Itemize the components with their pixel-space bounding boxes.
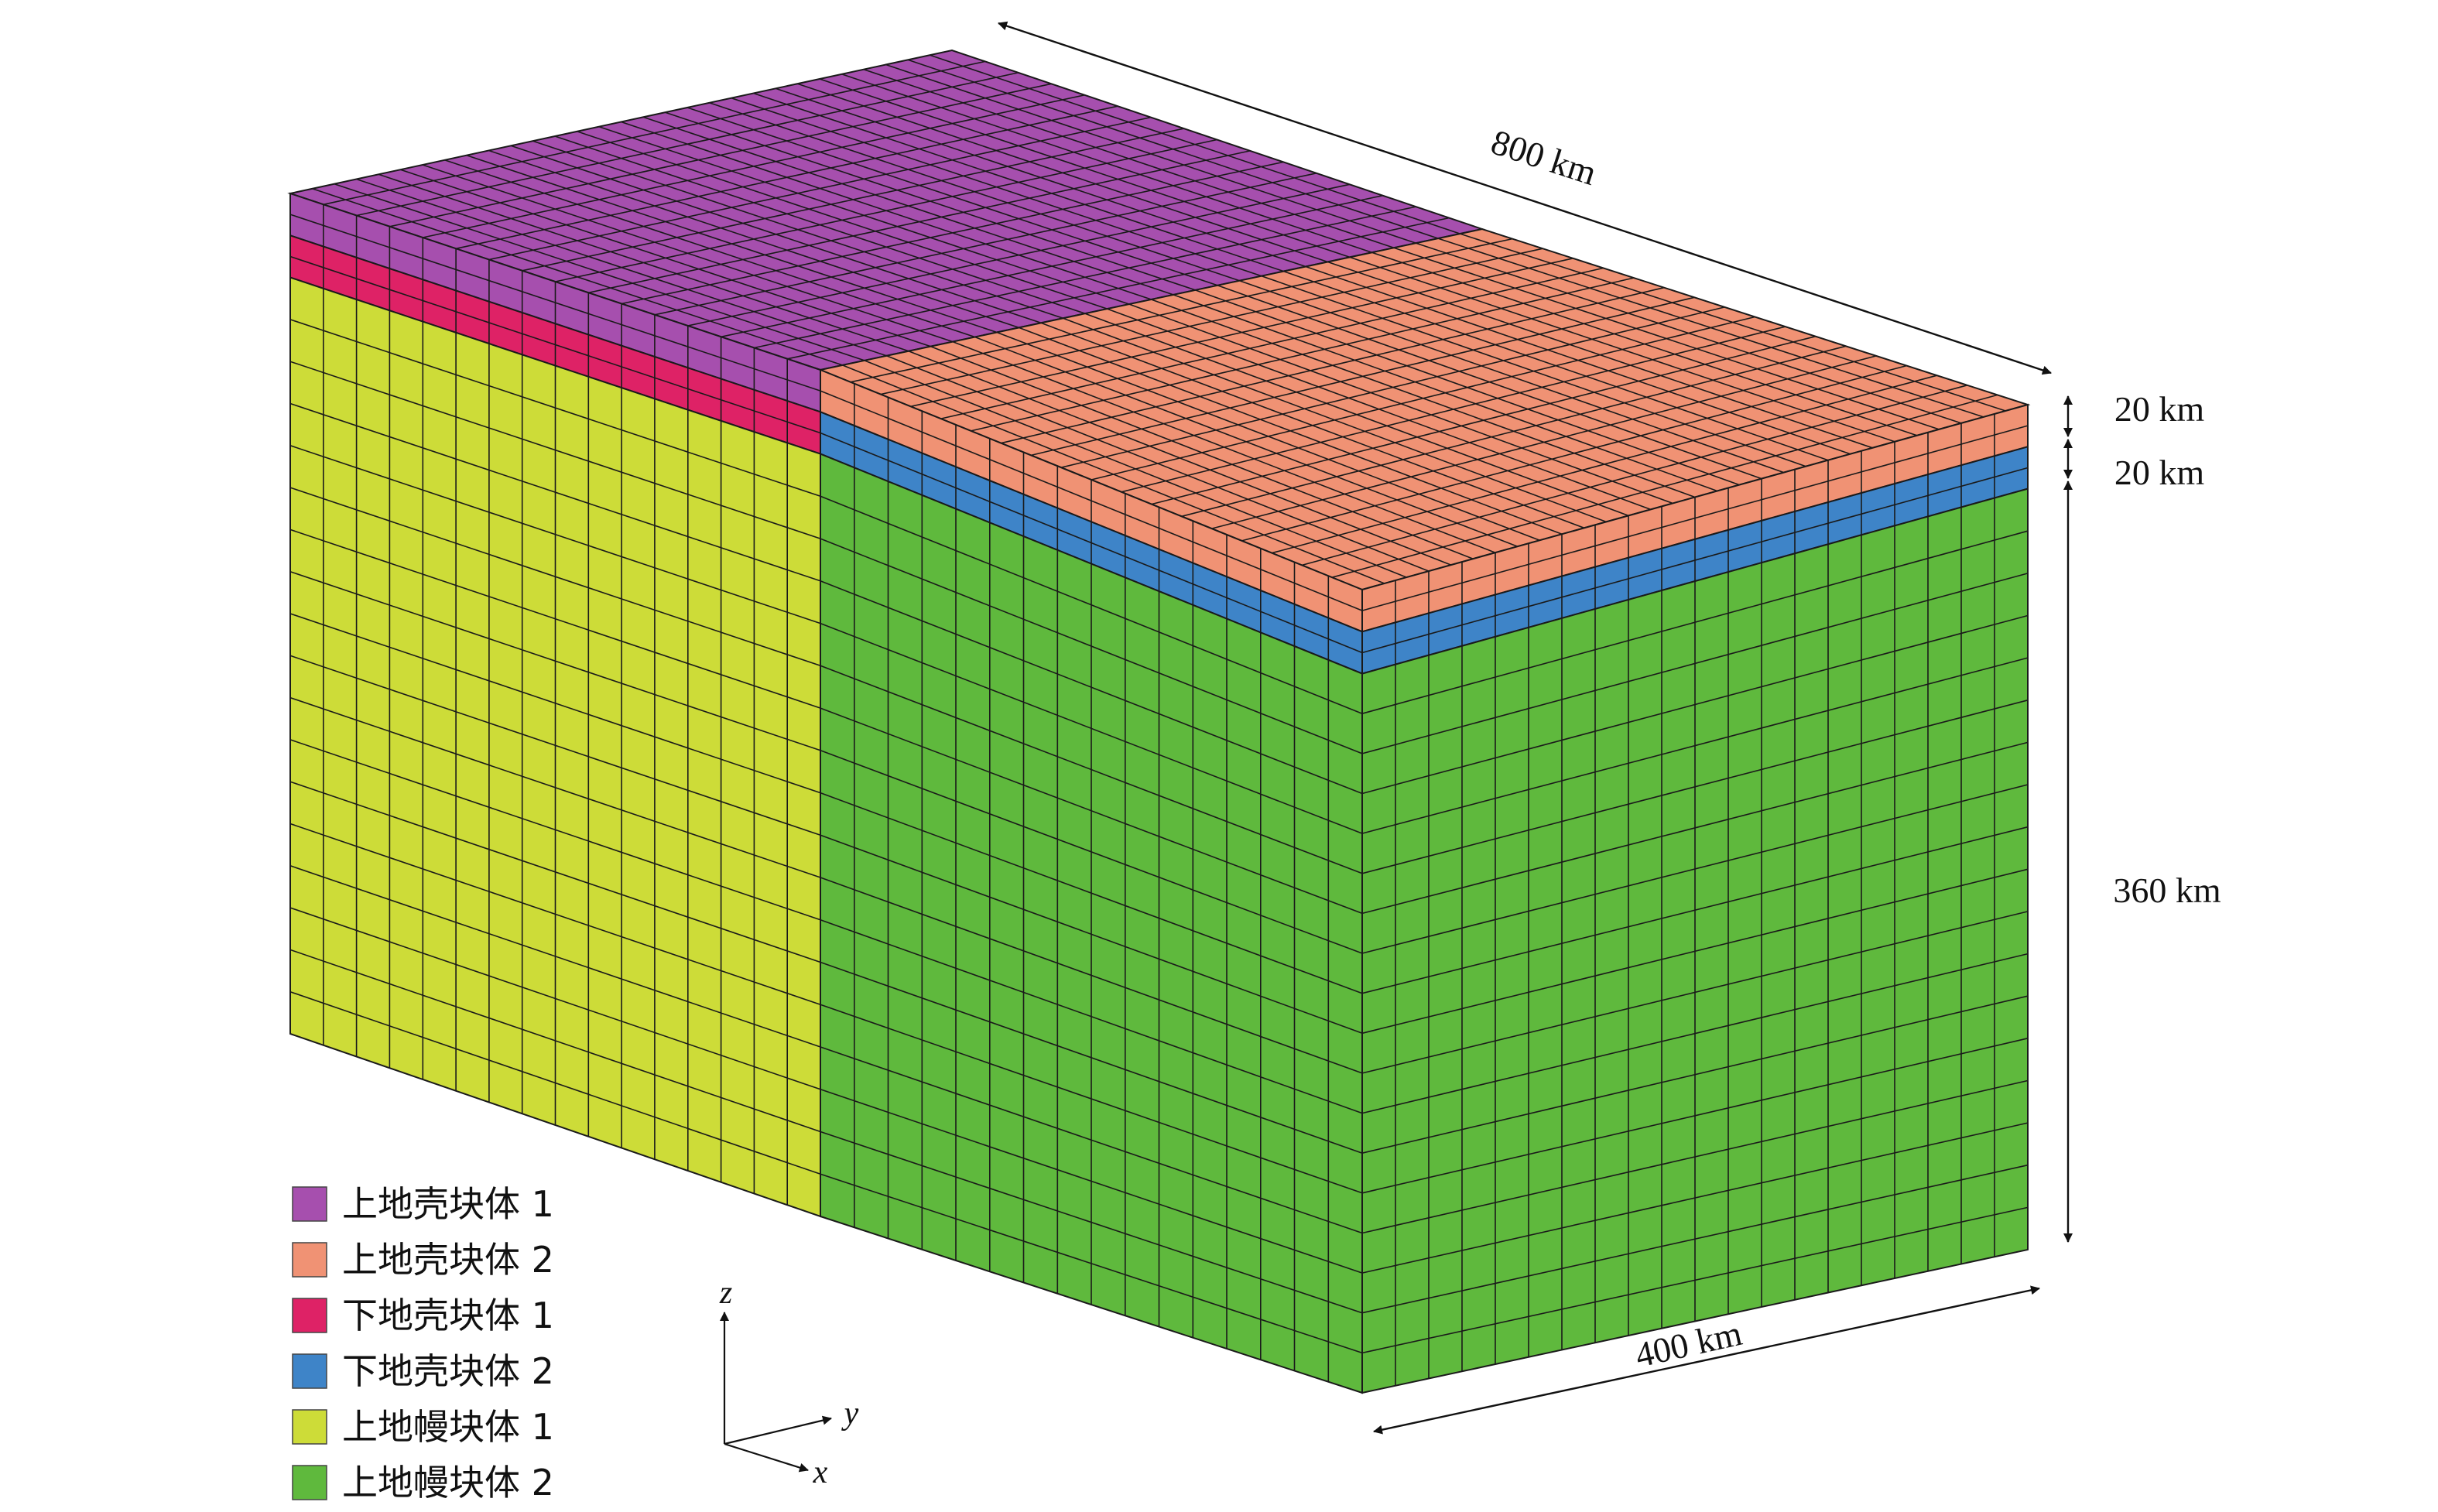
coordinate-axes: z yx: [719, 1275, 859, 1490]
y-axis-arrow: [724, 1415, 832, 1445]
side-face-upper-mantle-1-mesh-lines: [289, 288, 821, 1206]
legend-swatch: [292, 1353, 327, 1389]
lower-crust-thickness-label: 20 km: [2114, 453, 2205, 492]
side-face-upper-crust-2: [820, 368, 1363, 633]
legend-label: 上地幔块体 1: [342, 1406, 554, 1448]
front-face-lower-crust-2-mesh-lines: [1361, 456, 2029, 665]
front-face-upper-mantle-2: [1361, 487, 2029, 1394]
legend-swatch: [292, 1465, 327, 1500]
legend-swatch: [292, 1298, 327, 1333]
legend-item: 上地壳块体 2: [292, 1239, 554, 1281]
front-face-upper-mantle-2-mesh-lines: [1361, 498, 2029, 1386]
z-axis-label: z: [719, 1275, 732, 1311]
legend-label: 上地幔块体 2: [342, 1462, 554, 1503]
y-axis-label: y: [841, 1396, 859, 1432]
x-axis-arrow: [724, 1442, 809, 1473]
side-face-lower-crust-1-mesh-lines: [289, 246, 821, 443]
legend-item: 上地幔块体 1: [292, 1406, 554, 1448]
legend-item: 下地壳块体 2: [292, 1350, 554, 1392]
legend: 上地壳块体 1 上地壳块体 2 下地壳块体 1 下地壳块体 2 上地幔块体 1 上地幔块体…: [292, 1183, 554, 1503]
upper-crust-thickness-label: 20 km: [2114, 389, 2205, 429]
side-face-lower-crust-1: [289, 234, 821, 455]
side-face-lower-crust-2-mesh-lines: [820, 426, 1363, 660]
mantle-thickness-label: 360 km: [2113, 871, 2221, 910]
legend-item: 下地壳块体 1: [292, 1295, 554, 1336]
width-400km-arrow: [1373, 1285, 2040, 1435]
legend-item: 上地壳块体 1: [292, 1183, 554, 1225]
legend-swatch: [292, 1409, 327, 1445]
legend-label: 上地壳块体 2: [342, 1239, 554, 1281]
side-face-upper-mantle-2-mesh-lines: [820, 467, 1363, 1382]
side-face-upper-crust-2-mesh-lines: [820, 383, 1363, 618]
legend-label: 上地壳块体 1: [342, 1183, 554, 1225]
length-800km-arrow: [998, 21, 2052, 375]
side-face-upper-crust-1-mesh-lines: [289, 204, 821, 401]
legend-label: 下地壳块体 1: [342, 1295, 554, 1336]
length-800km-label: 800 km: [1487, 121, 1601, 193]
legend-label: 下地壳块体 2: [342, 1350, 554, 1392]
front-face-upper-crust-2-mesh-lines: [1361, 414, 2029, 623]
side-face-upper-mantle-2: [820, 453, 1363, 1394]
legend-swatch: [292, 1242, 327, 1278]
legend-item: 上地幔块体 2: [292, 1462, 554, 1503]
x-axis-label: x: [813, 1455, 828, 1490]
legend-swatch: [292, 1186, 327, 1222]
